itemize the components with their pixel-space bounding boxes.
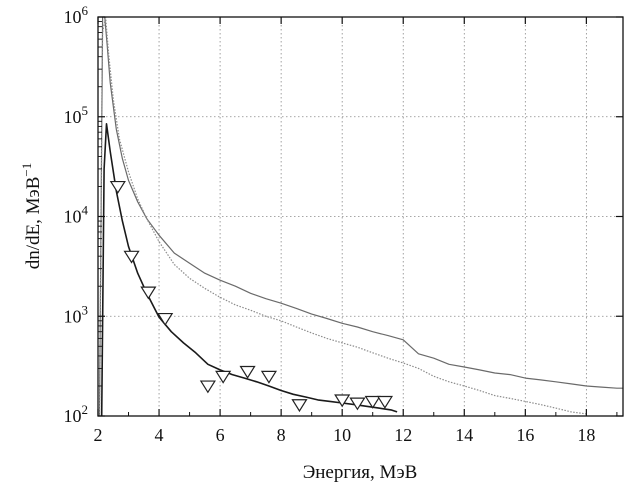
y-axis-label-main: dn/dE, МэВ	[23, 177, 44, 270]
y-tick-label: 104	[64, 203, 89, 227]
triangle-marker	[199, 380, 216, 394]
triangle-marker	[376, 395, 394, 409]
markers-group	[109, 180, 394, 413]
triangle-marker	[215, 370, 232, 384]
y-tick-label: 103	[64, 302, 89, 326]
triangle-marker	[349, 397, 366, 411]
triangle-marker	[239, 365, 256, 379]
x-tick-label: 6	[216, 425, 225, 445]
triangle-marker	[157, 312, 174, 326]
y-tick-label: 102	[64, 402, 89, 426]
triangle-marker	[140, 286, 157, 300]
x-tick-label: 8	[277, 425, 286, 445]
x-tick-label: 10	[333, 425, 351, 445]
triangle-marker	[109, 180, 126, 194]
x-tick-label: 2	[94, 425, 103, 445]
triangle-marker	[291, 399, 308, 413]
x-tick-label: 4	[155, 425, 164, 445]
y-tick-label: 105	[64, 103, 89, 127]
y-axis-label-sup: −1	[19, 163, 34, 177]
grid	[98, 17, 623, 416]
triangle-marker	[334, 394, 351, 408]
triangle-marker	[364, 395, 381, 409]
series-line-1	[98, 16, 623, 417]
tick-labels-group: 2 4 6 8 10 12 14 16 18 102 103 104 105 106	[64, 3, 596, 445]
y-axis-label: dn/dE, МэВ−1	[19, 163, 44, 269]
series-line-2	[98, 16, 587, 417]
x-axis-label: Энергия, МэВ	[303, 462, 418, 483]
x-tick-label: 12	[394, 425, 412, 445]
y-tick-label: 106	[64, 3, 89, 27]
x-tick-label: 18	[577, 425, 595, 445]
ticks-group	[97, 16, 623, 417]
triangle-marker	[123, 250, 140, 264]
triangle-marker	[260, 370, 278, 384]
x-tick-label: 16	[516, 425, 534, 445]
x-tick-label: 14	[455, 425, 473, 445]
